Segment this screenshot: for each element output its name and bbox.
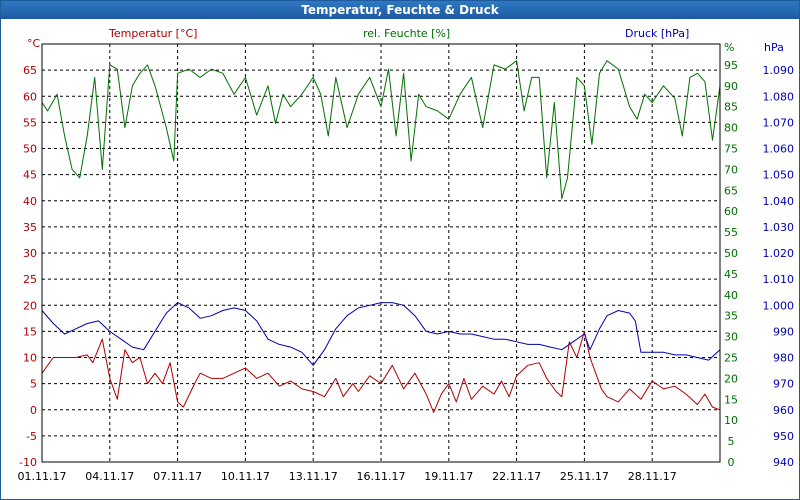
humidity-tick-label: 90 [724,80,738,93]
humidity-tick-label: 80 [724,122,738,135]
pressure-tick-label: 970 [773,378,794,391]
humidity-tick-label: 30 [724,331,738,344]
temperature-tick-label: 60 [23,90,37,103]
humidity-tick-label: 75 [724,143,738,156]
temperature-tick-label: 65 [23,64,37,77]
temperature-unit-label: °C [27,37,41,50]
x-tick-label: 22.11.17 [492,470,541,483]
chart-labels: -10 -5 0 5 10 15 20 25 30 35 40 45 50 55 60 65 0 5 10 15 20 2… [18,27,794,483]
temperature-tick-label: 50 [23,143,37,156]
x-tick-label: 10.11.17 [221,470,270,483]
humidity-tick-label: 0 [728,456,735,469]
temperature-tick-label: 10 [23,352,37,365]
temperature-axis-title: Temperatur [°C] [108,27,197,40]
pressure-axis-title: Druck [hPa] [625,27,689,40]
chart-series [41,60,721,413]
humidity-tick-label: 5 [728,435,735,448]
humidity-tick-label: 35 [724,310,738,323]
temperature-tick-label: 45 [23,169,37,182]
x-tick-label: 25.11.17 [560,470,609,483]
temperature-tick-label: -5 [26,430,37,443]
pressure-tick-label: 1.070 [763,116,795,129]
temperature-tick-label: 25 [23,273,37,286]
humidity-unit-label: % [724,41,734,54]
pressure-unit-label: hPa [764,41,784,54]
pressure-tick-label: 1.030 [763,221,795,234]
temperature-tick-label: 35 [23,221,37,234]
pressure-tick-label: 1.060 [763,143,795,156]
temperature-tick-label: 20 [23,299,37,312]
chart-canvas: -10 -5 0 5 10 15 20 25 30 35 40 45 50 55 60 65 0 5 10 15 20 2… [18,27,794,483]
temperature-tick-label: 15 [23,325,37,338]
pressure-tick-label: 1.090 [763,64,795,77]
humidity-tick-label: 85 [724,101,738,114]
temperature-series-line [41,330,721,413]
pressure-tick-label: 950 [773,430,794,443]
humidity-tick-label: 50 [724,247,738,260]
humidity-tick-label: 45 [724,268,738,281]
humidity-axis-title: rel. Feuchte [%] [363,27,450,40]
pressure-tick-label: 1.000 [763,299,795,312]
pressure-tick-label: 990 [773,325,794,338]
window-title: Temperatur, Feuchte & Druck [1,1,799,19]
pressure-tick-label: 1.050 [763,169,795,182]
humidity-tick-label: 40 [724,289,738,302]
x-tick-label: 07.11.17 [153,470,202,483]
x-tick-label: 16.11.17 [357,470,406,483]
x-tick-label: 28.11.17 [628,470,677,483]
humidity-tick-label: 15 [724,393,738,406]
humidity-tick-label: 60 [724,205,738,218]
pressure-tick-label: 960 [773,404,794,417]
pressure-tick-label: 1.040 [763,195,795,208]
chart-grid [42,44,720,462]
humidity-tick-label: 25 [724,352,738,365]
pressure-tick-label: 1.010 [763,273,795,286]
humidity-tick-label: 10 [724,414,738,427]
temperature-tick-label: -10 [19,456,37,469]
temperature-tick-label: 5 [30,378,37,391]
x-tick-label: 01.11.17 [18,470,67,483]
temperature-tick-label: 40 [23,195,37,208]
humidity-tick-label: 95 [724,59,738,72]
pressure-tick-label: 1.020 [763,247,795,260]
humidity-tick-label: 20 [724,372,738,385]
x-tick-label: 04.11.17 [85,470,134,483]
humidity-series-line [41,60,721,200]
humidity-tick-label: 55 [724,226,738,239]
temperature-tick-label: 30 [23,247,37,260]
pressure-series-line [41,302,721,366]
x-tick-label: 19.11.17 [424,470,473,483]
pressure-tick-label: 980 [773,352,794,365]
plot-frame [41,43,721,463]
humidity-tick-label: 70 [724,163,738,176]
temperature-tick-label: 55 [23,116,37,129]
humidity-tick-label: 65 [724,184,738,197]
temperature-tick-label: 0 [30,404,37,417]
x-tick-label: 13.11.17 [289,470,338,483]
pressure-tick-label: 940 [773,456,794,469]
pressure-tick-label: 1.080 [763,90,795,103]
